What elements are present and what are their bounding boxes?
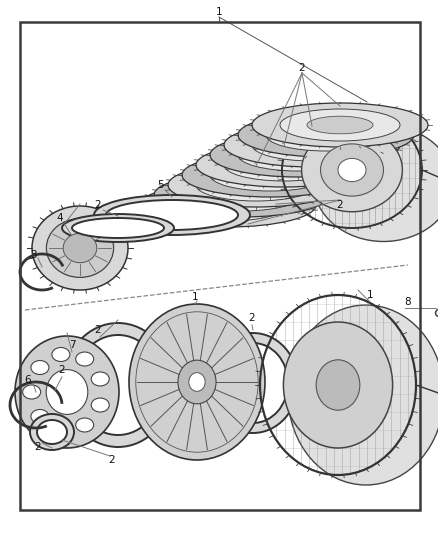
Ellipse shape <box>196 169 316 201</box>
Ellipse shape <box>32 206 128 290</box>
Ellipse shape <box>314 125 438 241</box>
Text: 2: 2 <box>299 63 305 73</box>
Text: 1: 1 <box>215 7 223 17</box>
Ellipse shape <box>31 360 49 375</box>
Text: 6: 6 <box>25 375 31 385</box>
Ellipse shape <box>218 343 288 423</box>
Ellipse shape <box>283 322 392 448</box>
Ellipse shape <box>62 214 174 242</box>
Ellipse shape <box>210 159 330 191</box>
Text: 7: 7 <box>69 340 75 350</box>
Ellipse shape <box>140 183 316 227</box>
Ellipse shape <box>316 360 360 410</box>
Ellipse shape <box>195 196 261 214</box>
Ellipse shape <box>46 219 113 277</box>
Text: 5: 5 <box>157 180 163 190</box>
Ellipse shape <box>189 373 205 391</box>
Text: 2: 2 <box>337 200 343 210</box>
Ellipse shape <box>46 369 88 414</box>
Ellipse shape <box>94 195 250 235</box>
Ellipse shape <box>210 133 386 177</box>
Ellipse shape <box>252 129 372 161</box>
Ellipse shape <box>266 119 386 151</box>
Ellipse shape <box>52 423 70 437</box>
Ellipse shape <box>182 179 302 211</box>
Text: 2: 2 <box>109 455 115 465</box>
Ellipse shape <box>321 144 384 196</box>
Ellipse shape <box>168 163 344 207</box>
Ellipse shape <box>74 335 162 435</box>
Ellipse shape <box>91 372 109 386</box>
Ellipse shape <box>238 139 358 171</box>
Text: 2: 2 <box>35 442 41 452</box>
Ellipse shape <box>288 305 438 485</box>
Text: 1: 1 <box>192 292 198 302</box>
Ellipse shape <box>154 173 330 217</box>
Ellipse shape <box>224 149 344 181</box>
Ellipse shape <box>76 418 94 432</box>
Ellipse shape <box>302 128 403 212</box>
Ellipse shape <box>435 310 438 317</box>
Ellipse shape <box>182 153 358 197</box>
Text: 3: 3 <box>30 250 36 260</box>
Ellipse shape <box>63 323 173 447</box>
Text: 4: 4 <box>57 213 64 223</box>
Ellipse shape <box>106 200 238 230</box>
Ellipse shape <box>238 113 414 157</box>
Ellipse shape <box>280 109 400 141</box>
Text: 2: 2 <box>59 365 65 375</box>
Ellipse shape <box>265 146 331 164</box>
Ellipse shape <box>224 123 400 167</box>
Ellipse shape <box>30 414 74 450</box>
Text: 1: 1 <box>367 290 373 300</box>
Ellipse shape <box>76 352 94 366</box>
Ellipse shape <box>37 420 67 444</box>
Ellipse shape <box>52 348 70 361</box>
Ellipse shape <box>196 143 372 187</box>
Ellipse shape <box>209 186 275 204</box>
Ellipse shape <box>251 156 317 174</box>
Ellipse shape <box>178 360 216 404</box>
Text: 2: 2 <box>95 200 101 210</box>
Ellipse shape <box>129 304 265 460</box>
Ellipse shape <box>31 409 49 424</box>
Ellipse shape <box>338 158 366 182</box>
Ellipse shape <box>168 189 288 221</box>
Ellipse shape <box>237 166 303 184</box>
Ellipse shape <box>293 126 359 144</box>
Ellipse shape <box>15 336 119 448</box>
Text: 8: 8 <box>405 297 411 307</box>
Ellipse shape <box>72 218 164 238</box>
Ellipse shape <box>279 136 345 154</box>
Text: 2: 2 <box>95 325 101 335</box>
Text: 2: 2 <box>249 313 255 323</box>
Ellipse shape <box>307 116 373 134</box>
Ellipse shape <box>91 398 109 412</box>
Ellipse shape <box>23 385 41 399</box>
Ellipse shape <box>223 176 289 194</box>
Ellipse shape <box>208 333 298 433</box>
Ellipse shape <box>252 103 428 147</box>
Ellipse shape <box>63 233 97 263</box>
